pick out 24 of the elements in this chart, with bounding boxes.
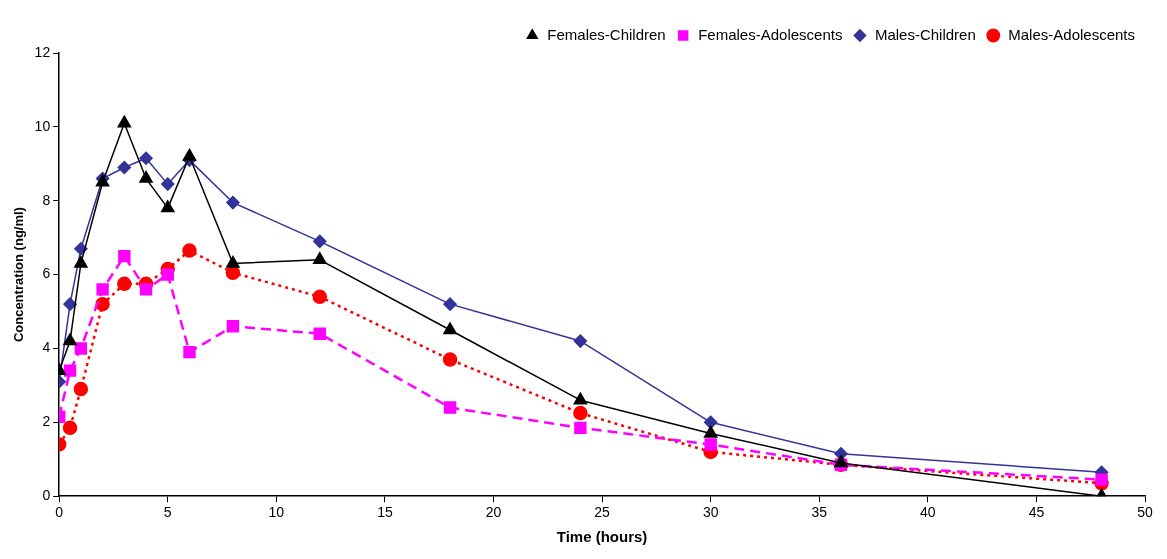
- x-tick-label: 0: [55, 504, 64, 521]
- y-tick-label: 10: [34, 117, 51, 134]
- x-tick-label: 15: [377, 504, 393, 521]
- y-tick-label: 8: [42, 191, 51, 208]
- y-tick-label: 2: [42, 413, 51, 430]
- x-tick-label: 45: [1028, 504, 1045, 521]
- y-tick-label: 4: [42, 339, 51, 356]
- x-tick-label: 25: [594, 504, 611, 521]
- x-tick-label: 30: [702, 504, 719, 521]
- y-tick-label: 6: [42, 265, 51, 282]
- y-axis-title: Concentration (ng/ml): [11, 207, 27, 343]
- y-tick-label: 12: [34, 43, 51, 60]
- x-tick-label: 10: [268, 504, 285, 521]
- x-tick-label: 50: [1137, 504, 1153, 521]
- legend-label: Males-Children: [874, 25, 976, 43]
- x-tick-label: 20: [485, 504, 502, 521]
- x-axis-title: Time (hours): [556, 528, 648, 546]
- x-tick-label: 40: [920, 504, 936, 521]
- legend-label: Females-Adolescents: [698, 25, 843, 43]
- legend-label: Males-Adolescents: [1008, 25, 1136, 43]
- legend-label: Females-Children: [547, 25, 666, 43]
- y-tick-label: 0: [42, 487, 51, 504]
- x-tick-label: 35: [811, 504, 828, 521]
- x-tick-label: 5: [163, 504, 172, 521]
